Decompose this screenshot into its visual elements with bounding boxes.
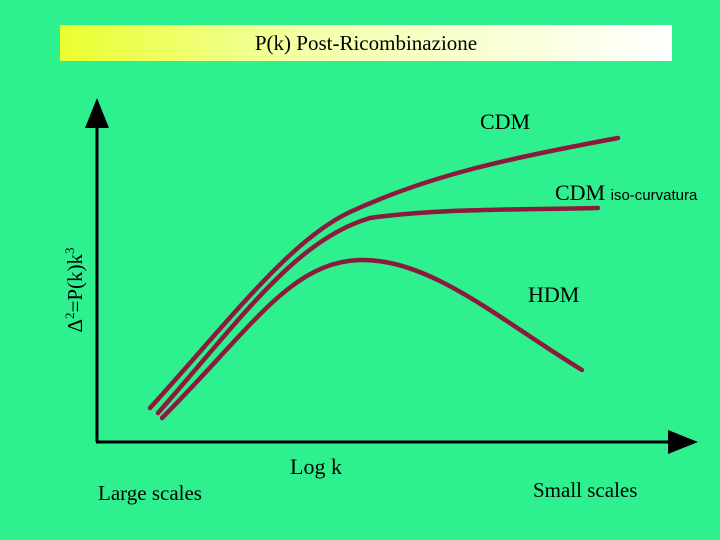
title: P(k) Post-Ricombinazione bbox=[254, 30, 478, 55]
x-axis-label: Log k bbox=[290, 454, 342, 479]
cdm-iso-curve bbox=[155, 205, 601, 416]
cdm-iso-label: CDM iso-curvatura bbox=[555, 180, 697, 206]
cdm-label: CDM bbox=[480, 109, 531, 134]
small-scales-label: Small scales bbox=[533, 478, 638, 502]
cdm-iso-sublabel: iso-curvatura bbox=[610, 187, 698, 204]
cdm-iso-label-main: CDM bbox=[555, 180, 606, 205]
cdm-curve bbox=[147, 135, 621, 411]
y-axis-label: Δ2=P(k)k3 bbox=[62, 247, 87, 333]
title-bar: P(k) Post-Ricombinazione bbox=[60, 25, 672, 61]
hdm-label: HDM bbox=[528, 282, 580, 307]
hdm-curve bbox=[159, 257, 585, 421]
large-scales-label: Large scales bbox=[98, 481, 202, 505]
